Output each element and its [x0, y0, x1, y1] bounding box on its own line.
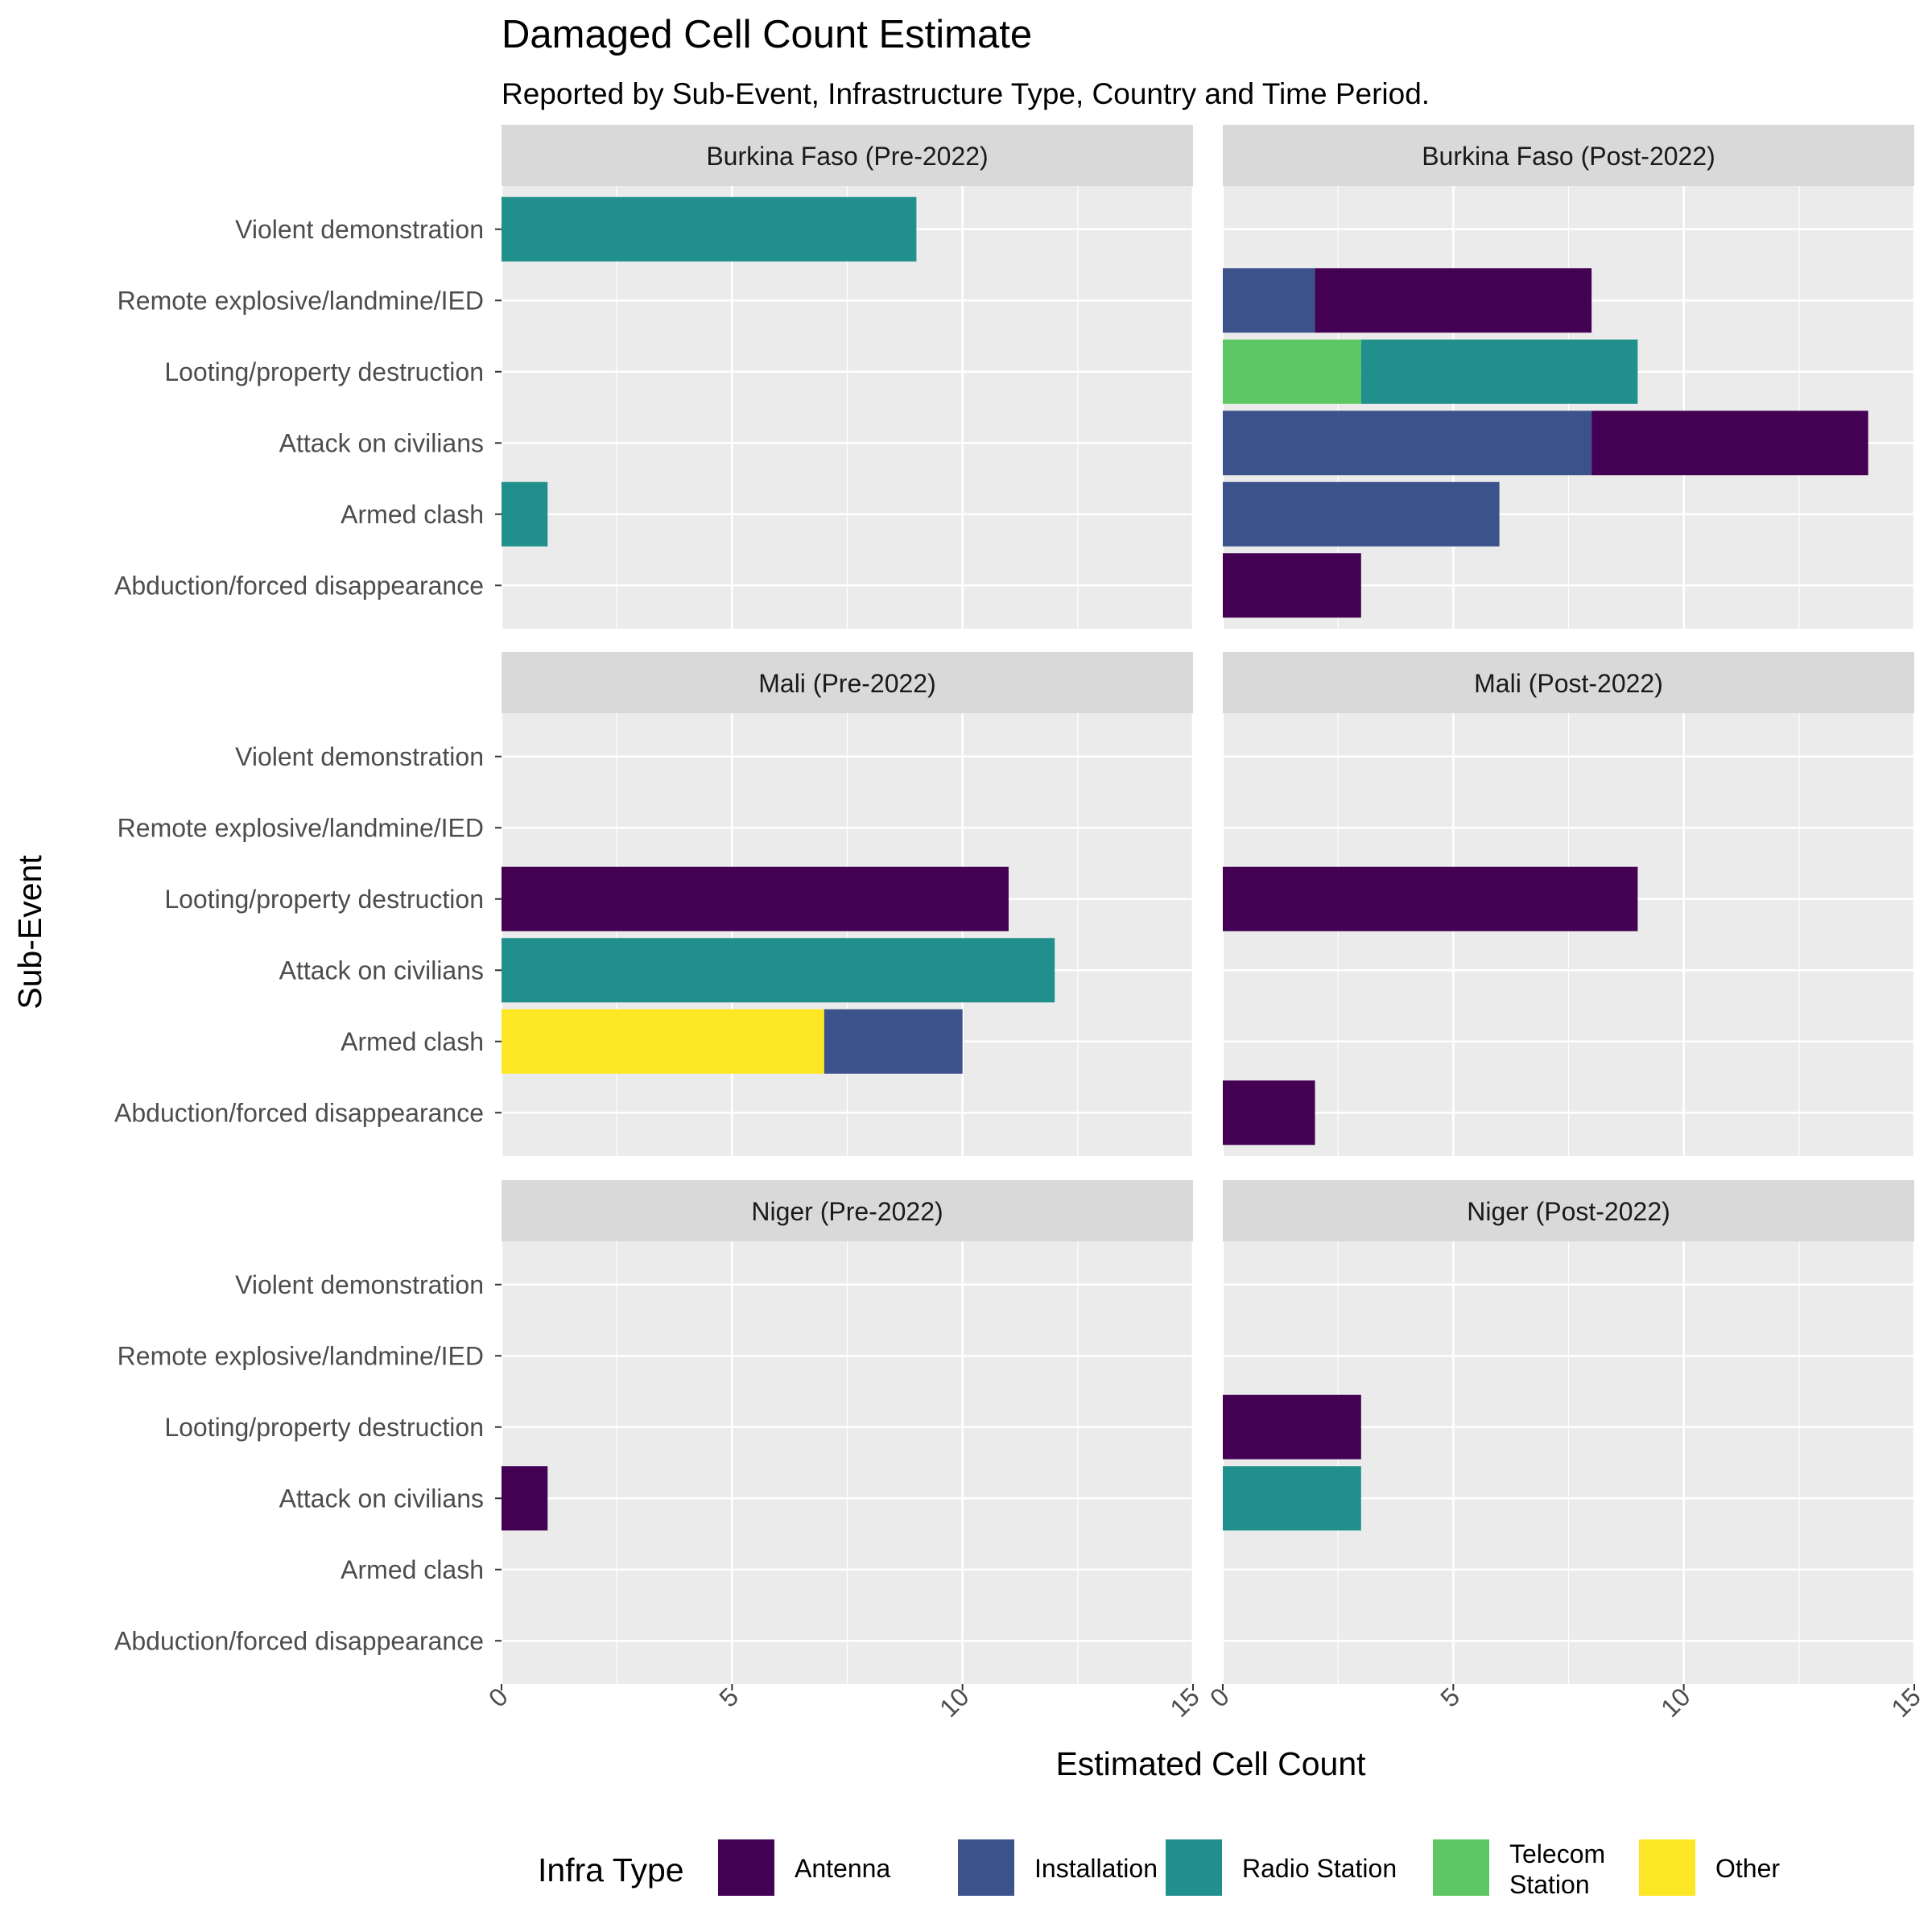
legend-item-telecom: Telecom Station — [1433, 1839, 1605, 1899]
chart-title: Damaged Cell Count Estimate — [502, 13, 1032, 56]
facet-strip-label: Niger (Post-2022) — [1467, 1197, 1670, 1226]
bar-segment-installation — [1223, 268, 1315, 333]
legend-key — [1166, 1839, 1222, 1896]
bar-segment-radio — [502, 938, 1055, 1003]
bar-segment-radio — [1360, 339, 1638, 404]
facet-strip-label: Burkina Faso (Pre-2022) — [706, 142, 988, 171]
bar-segment-antenna — [1223, 1394, 1361, 1459]
legend-label: Installation — [1034, 1854, 1158, 1883]
y-tick-label: Abduction/forced disappearance — [114, 1098, 484, 1127]
facet-panels: Burkina Faso (Pre-2022) Violent demonstra… — [114, 125, 1926, 1723]
bar-segment-antenna — [1591, 411, 1868, 476]
x-tick-label: 15 — [1885, 1682, 1926, 1723]
y-tick-label: Violent demonstration — [235, 742, 484, 771]
x-axis-title: Estimated Cell Count — [1055, 1745, 1366, 1782]
bar-segment-antenna — [1223, 866, 1638, 931]
y-tick-label: Armed clash — [341, 1555, 484, 1584]
y-tick-label: Attack on civilians — [279, 956, 484, 985]
y-tick-label: Remote explosive/landmine/IED — [118, 1341, 484, 1370]
y-axis-title: Sub-Event — [11, 855, 48, 1009]
x-tick-label: 0 — [1204, 1682, 1235, 1712]
legend-key — [718, 1839, 774, 1896]
y-tick-label: Attack on civilians — [279, 428, 484, 457]
facet-strip — [1223, 652, 1914, 713]
legend-item-installation: Installation — [958, 1839, 1158, 1896]
facet-strip — [1223, 125, 1914, 186]
legend-label: Telecom Station — [1509, 1839, 1605, 1899]
bar-segment-radio — [502, 196, 917, 262]
y-tick-label: Violent demonstration — [235, 215, 484, 244]
x-tick-label: 10 — [934, 1682, 975, 1723]
y-tick-label: Remote explosive/landmine/IED — [118, 813, 484, 842]
y-tick-label: Abduction/forced disappearance — [114, 1626, 484, 1655]
bar-segment-installation — [1223, 481, 1500, 547]
facet-strip-label: Mali (Post-2022) — [1474, 669, 1663, 698]
facet-strip-label: Burkina Faso (Post-2022) — [1422, 142, 1715, 171]
facet-panel: Burkina Faso (Pre-2022) Violent demonstra… — [114, 125, 1195, 629]
bar-segment-other — [502, 1009, 824, 1074]
y-tick-label: Armed clash — [341, 1027, 484, 1056]
y-tick-label: Looting/property destruction — [164, 885, 484, 914]
y-tick-label: Looting/property destruction — [164, 1413, 484, 1442]
legend-label-line: Station — [1509, 1870, 1590, 1899]
legend-label: Other — [1715, 1854, 1780, 1883]
legend-item-radio: Radio Station — [1166, 1839, 1397, 1896]
facet-panel: Niger (Pre-2022) Violent demonstration Rem… — [114, 1180, 1205, 1723]
legend-label: Antenna — [795, 1854, 890, 1883]
y-tick-label: Armed clash — [341, 500, 484, 529]
legend-item-antenna: Antenna — [718, 1839, 890, 1896]
bar-segment-installation — [1223, 411, 1592, 476]
x-tick-label: 15 — [1164, 1682, 1205, 1723]
facet-strip — [1223, 1180, 1914, 1241]
y-tick-label: Looting/property destruction — [164, 357, 484, 386]
legend: Antenna Installation Radio Station Telecom S… — [718, 1839, 1780, 1899]
bar-segment-antenna — [1223, 1080, 1315, 1146]
legend-key — [1433, 1839, 1489, 1896]
legend-label: Radio Station — [1242, 1854, 1397, 1883]
legend-item-other: Other — [1639, 1839, 1780, 1896]
x-tick-label: 5 — [1435, 1682, 1465, 1712]
facet-strip — [502, 652, 1193, 713]
legend-key — [1639, 1839, 1695, 1896]
facet-panel: Burkina Faso (Post-2022) — [1221, 125, 1916, 629]
bar-segment-antenna — [1223, 553, 1361, 618]
bar-segment-antenna — [1315, 268, 1592, 333]
facet-panel: Niger (Post-2022) 0 5 10 15 — [1204, 1180, 1926, 1723]
legend-label-line: Telecom — [1509, 1839, 1605, 1868]
x-tick-label: 10 — [1655, 1682, 1696, 1723]
bar-segment-antenna — [502, 866, 1009, 931]
facet-strip — [502, 125, 1193, 186]
bar-segment-installation — [824, 1009, 963, 1074]
bar-segment-antenna — [502, 1466, 548, 1531]
chart-subtitle: Reported by Sub-Event, Infrastructure Ty… — [502, 77, 1430, 110]
x-tick-label: 5 — [713, 1682, 744, 1712]
y-tick-label: Abduction/forced disappearance — [114, 571, 484, 600]
y-tick-label: Attack on civilians — [279, 1484, 484, 1513]
facet-panel: Mali (Pre-2022) Violent demonstration Remo… — [114, 652, 1195, 1156]
legend-title: Infra Type — [538, 1852, 684, 1889]
legend-key — [958, 1839, 1014, 1896]
facet-strip-label: Mali (Pre-2022) — [758, 669, 936, 698]
bar-segment-radio — [502, 481, 548, 547]
facet-panel: Mali (Post-2022) — [1221, 652, 1916, 1156]
y-tick-label: Violent demonstration — [235, 1270, 484, 1299]
y-tick-label: Remote explosive/landmine/IED — [118, 286, 484, 315]
bar-segment-telecom — [1223, 339, 1361, 404]
facet-strip — [502, 1180, 1193, 1241]
bar-segment-radio — [1223, 1466, 1361, 1531]
facet-strip-label: Niger (Pre-2022) — [751, 1197, 943, 1226]
x-tick-label: 0 — [483, 1682, 514, 1712]
